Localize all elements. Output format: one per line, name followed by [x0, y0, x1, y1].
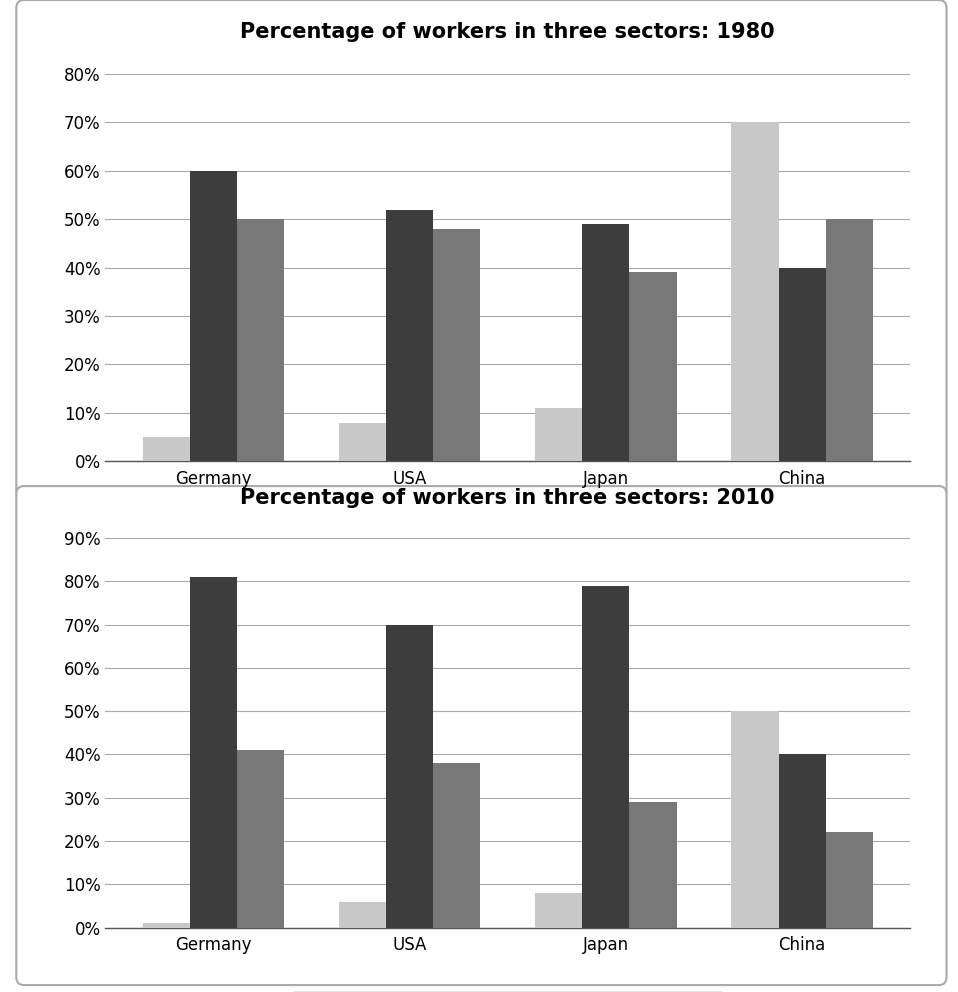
Bar — [339, 423, 386, 461]
Bar — [732, 711, 779, 928]
Bar — [779, 268, 826, 461]
Bar — [536, 408, 582, 461]
Bar — [826, 832, 873, 928]
Bar — [339, 902, 386, 928]
Bar — [143, 437, 190, 461]
Bar — [433, 763, 480, 928]
Bar — [386, 209, 433, 461]
Bar — [629, 803, 676, 928]
Bar — [582, 224, 629, 461]
Bar — [732, 122, 779, 461]
Legend: Agriculture, Industry, Services: Agriculture, Industry, Services — [291, 526, 724, 566]
Bar — [190, 577, 237, 928]
Bar — [582, 585, 629, 928]
Bar — [433, 229, 480, 461]
Bar — [386, 625, 433, 928]
Title: Percentage of workers in three sectors: 2010: Percentage of workers in three sectors: … — [240, 488, 775, 508]
Bar — [629, 273, 676, 461]
Bar — [779, 755, 826, 928]
Bar — [237, 750, 284, 928]
Bar — [190, 171, 237, 461]
Title: Percentage of workers in three sectors: 1980: Percentage of workers in three sectors: … — [240, 22, 775, 42]
Bar — [237, 219, 284, 461]
Bar — [826, 219, 873, 461]
Bar — [143, 924, 190, 928]
Bar — [536, 893, 582, 928]
